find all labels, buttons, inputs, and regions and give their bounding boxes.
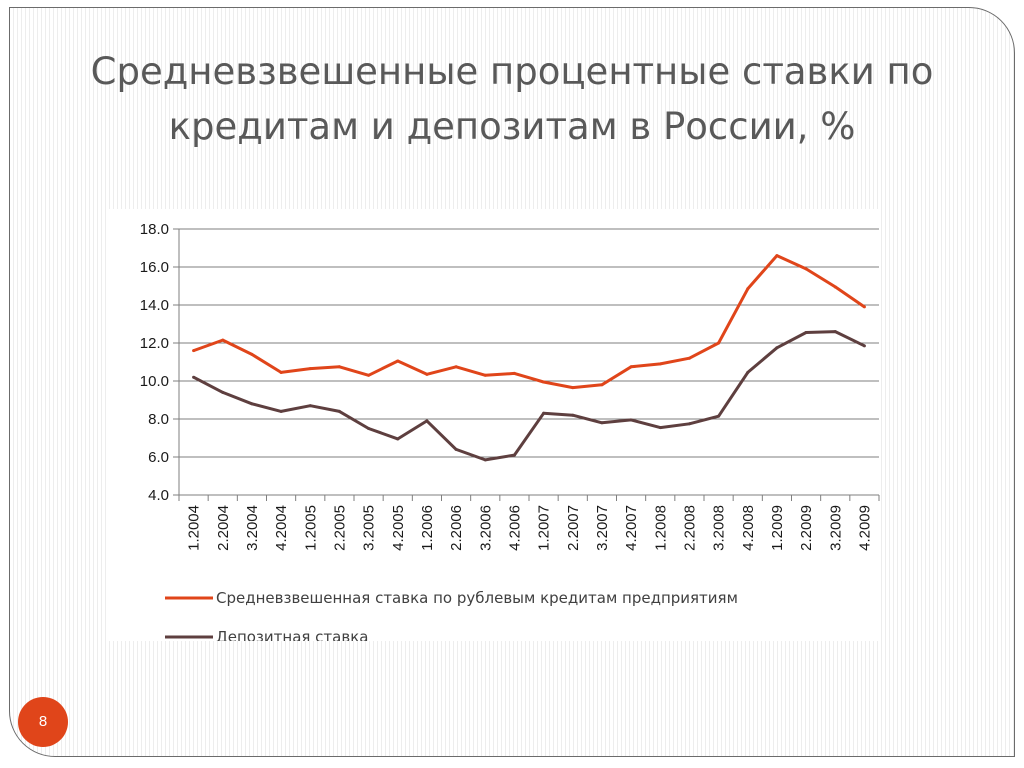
data-point [308,404,312,408]
x-tick-label: 3.2009 [827,505,844,551]
slide-title: Средневзвешенные процентные ставки по кр… [90,50,934,148]
x-tick-label: 4.2005 [390,505,407,551]
x-tick-label: 4.2009 [856,505,873,551]
x-tick-label: 2.2008 [681,505,698,551]
x-tick-label: 2.2004 [215,505,232,551]
y-tick-label: 4.0 [148,487,169,504]
data-point [862,305,866,309]
x-tick-label: 3.2005 [361,505,378,551]
data-point [717,341,721,345]
data-point [396,437,400,441]
data-point [367,427,371,430]
data-point [279,370,283,374]
data-point [454,447,458,451]
data-point [833,330,837,334]
line-chart: 4.0 6.0 8.0 10.0 12.0 14.0 16.0 18.0 1.2004 2.200… [140,221,880,641]
y-tick-label: 10.0 [140,373,169,390]
legend-label: Средневзвешенная ставка по рублевым кред… [216,589,738,607]
x-tick-label: 4.2004 [273,505,290,551]
data-point [804,267,808,271]
data-point [717,414,721,418]
x-tick-label: 3.2004 [244,505,261,551]
data-point [279,409,283,413]
grid-layer [173,228,879,496]
x-tick-label: 1.2006 [419,505,436,551]
x-tick-label: 3.2007 [594,505,611,551]
y-tick-label: 16.0 [140,259,169,276]
data-point [600,421,604,425]
y-tick-label: 6.0 [148,449,169,466]
data-point [192,375,196,379]
data-point [308,367,312,371]
data-point [804,331,808,335]
y-tick-label: 8.0 [148,411,169,428]
data-point [775,254,779,258]
y-tick-label: 12.0 [140,335,169,352]
data-point [483,373,487,377]
x-tick-label: 2.2007 [565,505,582,551]
data-point [483,458,487,462]
x-tick-label: 2.2006 [448,505,465,551]
data-point [629,365,633,369]
data-point [542,380,546,384]
data-point [221,390,225,394]
data-point [687,356,691,360]
x-tick-label: 3.2008 [711,505,728,551]
data-point [571,386,575,390]
axis-layer: 4.0 6.0 8.0 10.0 12.0 14.0 16.0 18.0 1.2004 2.200… [140,221,880,551]
data-point [600,383,604,387]
x-tick-label: 4.2006 [506,505,523,551]
data-point [833,285,837,289]
data-point [337,409,341,413]
data-point [658,362,662,366]
x-tick-label: 1.2007 [536,505,553,551]
data-point [396,359,400,363]
data-point [512,453,516,457]
x-tick-label: 1.2004 [186,505,203,551]
x-tick-label: 3.2006 [477,505,494,551]
page-number-badge: 8 [18,697,68,747]
data-point [192,349,196,353]
legend-label: Депозитная ставка [216,628,368,641]
data-point [250,352,254,356]
data-point [221,338,225,342]
series-layer [192,254,866,462]
data-point [367,373,371,377]
x-tick-label: 4.2007 [623,505,640,551]
data-point [542,411,546,415]
chart-area: 4.0 6.0 8.0 10.0 12.0 14.0 16.0 18.0 1.2004 2.200… [109,209,881,641]
series-line-deposit-rate [192,330,866,462]
data-point [512,371,516,375]
data-point [658,426,662,430]
data-point [629,418,633,422]
data-point [687,422,691,426]
y-tick-label: 14.0 [140,297,169,314]
series-line-credit-rate [193,254,866,390]
x-tick-label: 1.2009 [769,505,786,551]
data-point [425,419,429,423]
data-point [337,365,341,369]
data-point [454,365,458,369]
data-point [250,402,254,406]
legend: Средневзвешенная ставка по рублевым кред… [165,589,738,641]
data-point [425,372,429,376]
data-point [775,346,779,350]
data-point [571,413,575,417]
y-tick-label: 18.0 [140,221,169,238]
x-tick-label: 1.2005 [302,505,319,551]
data-point [746,287,750,291]
x-tick-label: 4.2008 [740,505,757,551]
x-tick-label: 2.2005 [331,505,348,551]
data-point [862,344,866,348]
x-tick-label: 1.2008 [652,505,669,551]
x-tick-label: 2.2009 [798,505,815,551]
data-point [746,370,750,374]
slide: Средневзвешенные процентные ставки по кр… [9,7,1015,757]
